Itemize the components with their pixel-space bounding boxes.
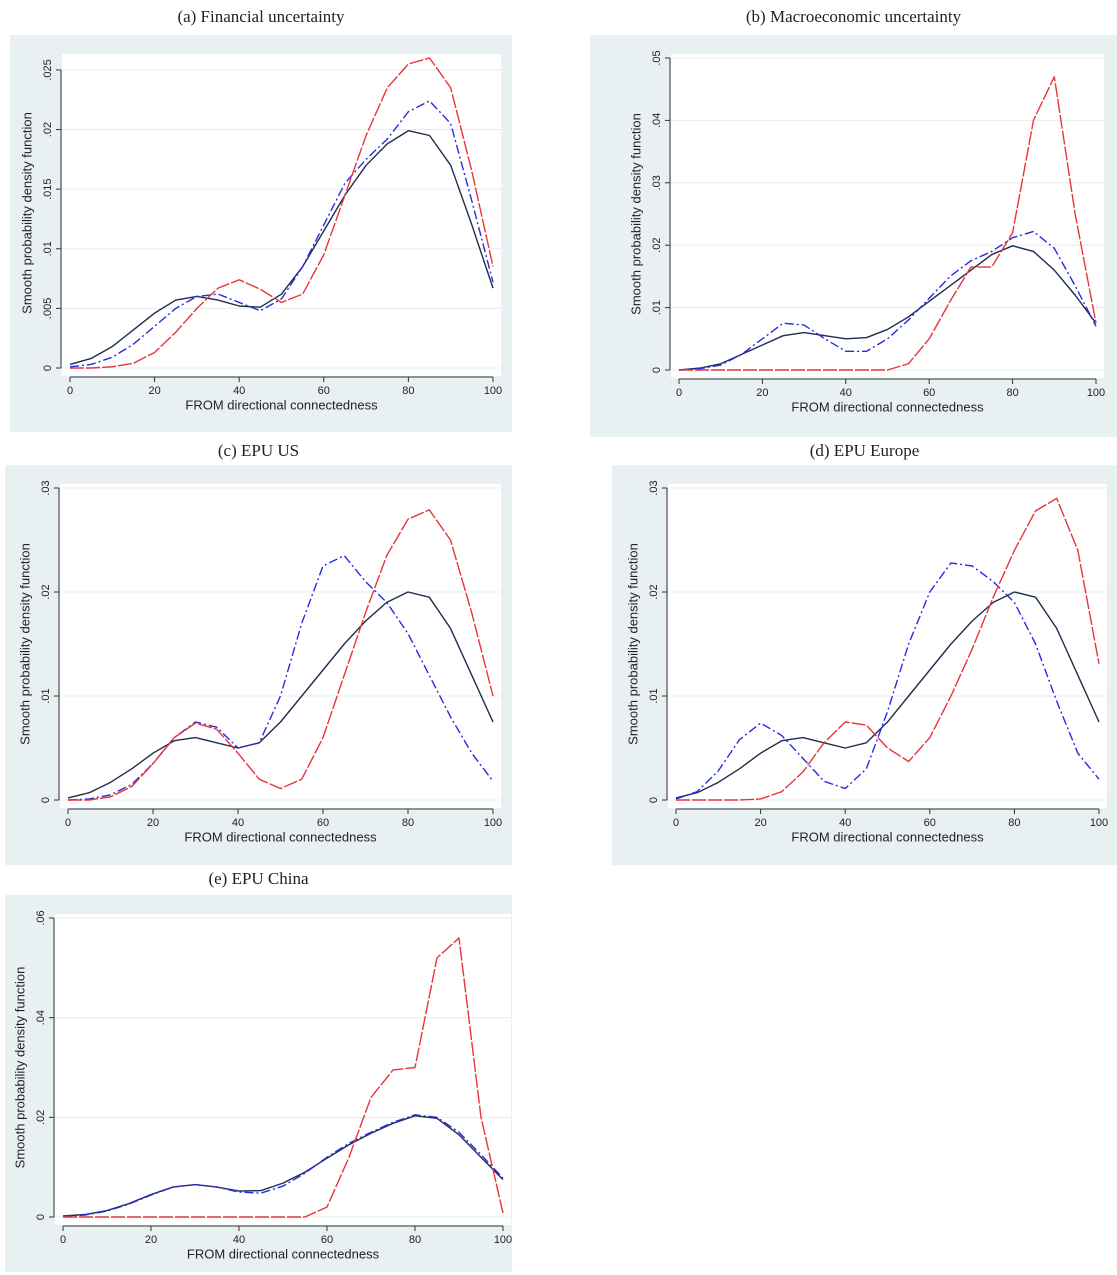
- density-line: [678, 245, 1097, 371]
- y-tick-label: .02: [40, 584, 52, 599]
- x-tick-label: 80: [409, 1234, 421, 1246]
- x-tick-label: 0: [67, 385, 73, 397]
- density-line: [679, 76, 1097, 371]
- x-tick-label: 20: [145, 1234, 157, 1246]
- y-tick-label: .03: [651, 175, 663, 190]
- density-line: [675, 562, 1100, 800]
- density-line: [675, 591, 1100, 799]
- y-tick-label: 0: [42, 365, 54, 371]
- x-tick-label: 80: [402, 385, 414, 397]
- x-tick-label: 60: [318, 385, 330, 397]
- y-tick-label: 0: [40, 797, 52, 803]
- x-tick-label: 100: [484, 385, 502, 397]
- chart-title: (e) EPU China: [208, 869, 309, 888]
- y-axis-label: Smooth probability density function: [12, 967, 27, 1169]
- x-axis-label: FROM directional connectedness: [184, 829, 377, 844]
- y-axis-label: Smooth probability density function: [625, 543, 640, 745]
- y-tick-label: .015: [42, 178, 54, 199]
- plot-area: [60, 484, 501, 808]
- y-tick-label: .01: [42, 241, 54, 256]
- y-tick-label: .03: [648, 480, 660, 495]
- density-line: [69, 130, 494, 366]
- x-axis-label: FROM directional connectedness: [791, 829, 984, 844]
- y-tick-label: 0: [35, 1214, 47, 1220]
- y-tick-label: .01: [651, 300, 663, 315]
- x-tick-label: 40: [840, 387, 852, 399]
- x-tick-label: 0: [676, 387, 682, 399]
- chart-title: (d) EPU Europe: [810, 441, 920, 460]
- x-tick-label: 40: [233, 1234, 245, 1246]
- y-tick-label: 0: [651, 367, 663, 373]
- y-tick-label: .02: [35, 1110, 47, 1125]
- x-tick-label: 60: [317, 817, 329, 829]
- x-axis-label: FROM directional connectedness: [185, 397, 378, 412]
- chart-title: (a) Financial uncertainty: [177, 7, 345, 26]
- density-line: [70, 57, 494, 369]
- x-tick-label: 100: [1090, 817, 1108, 829]
- y-tick-label: .06: [35, 910, 47, 925]
- plot-area: [62, 54, 501, 376]
- y-tick-label: .025: [42, 59, 54, 80]
- y-axis-label: Smooth probability density function: [17, 543, 32, 745]
- y-tick-label: .05: [651, 50, 663, 65]
- chart-title: (b) Macroeconomic uncertainty: [746, 7, 962, 26]
- y-tick-label: 0: [648, 797, 660, 803]
- x-tick-label: 80: [1006, 387, 1018, 399]
- plot-area: [55, 914, 511, 1225]
- x-tick-label: 40: [233, 385, 245, 397]
- y-tick-label: .02: [648, 584, 660, 599]
- x-tick-label: 80: [402, 817, 414, 829]
- y-tick-label: .04: [35, 1010, 47, 1025]
- y-axis-label: Smooth probability density function: [19, 112, 34, 314]
- x-tick-label: 20: [147, 817, 159, 829]
- density-line: [68, 509, 494, 801]
- x-tick-label: 80: [1008, 817, 1020, 829]
- x-tick-label: 20: [756, 387, 768, 399]
- density-line: [69, 100, 494, 368]
- y-tick-label: .005: [42, 298, 54, 319]
- density-line: [676, 497, 1100, 801]
- plot-area: [668, 484, 1107, 808]
- y-tick-label: .04: [651, 113, 663, 128]
- x-tick-label: 100: [494, 1234, 512, 1246]
- x-tick-label: 0: [65, 817, 71, 829]
- x-axis-label: FROM directional connectedness: [187, 1246, 380, 1261]
- density-line: [678, 230, 1097, 371]
- x-tick-label: 60: [923, 387, 935, 399]
- x-tick-label: 40: [839, 817, 851, 829]
- x-tick-label: 0: [60, 1234, 66, 1246]
- density-line: [63, 937, 504, 1218]
- x-tick-label: 0: [673, 817, 679, 829]
- x-tick-label: 20: [754, 817, 766, 829]
- y-tick-label: .01: [648, 688, 660, 703]
- x-tick-label: 20: [148, 385, 160, 397]
- plot-area: [671, 54, 1104, 378]
- x-axis-label: FROM directional connectedness: [791, 399, 984, 414]
- y-tick-label: .01: [40, 688, 52, 703]
- y-tick-label: .02: [42, 122, 54, 137]
- density-line: [67, 554, 494, 801]
- x-tick-label: 100: [1087, 387, 1105, 399]
- x-tick-label: 60: [321, 1234, 333, 1246]
- x-tick-label: 40: [232, 817, 244, 829]
- density-line: [67, 591, 494, 799]
- chart-title: (c) EPU US: [218, 441, 299, 460]
- x-tick-label: 60: [924, 817, 936, 829]
- density-line: [62, 1114, 504, 1218]
- x-tick-label: 100: [484, 817, 502, 829]
- y-axis-label: Smooth probability density function: [628, 113, 643, 315]
- y-tick-label: .03: [40, 480, 52, 495]
- y-tick-label: .02: [651, 238, 663, 253]
